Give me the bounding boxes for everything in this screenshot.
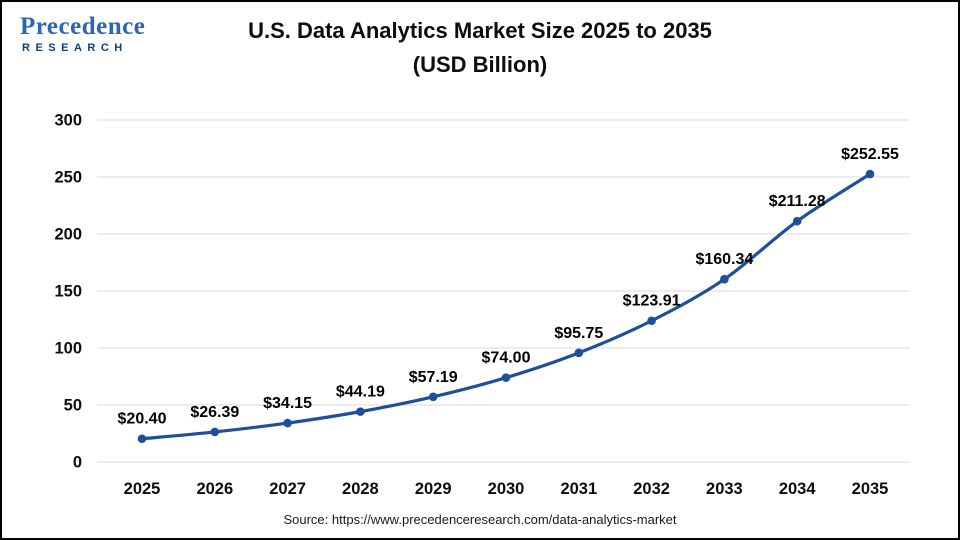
- svg-text:2026: 2026: [196, 480, 233, 498]
- svg-text:50: 50: [64, 397, 82, 415]
- svg-text:200: 200: [54, 226, 82, 244]
- chart-title-line1: U.S. Data Analytics Market Size 2025 to …: [248, 18, 712, 43]
- logo-wordmark-row: Precedence: [20, 14, 145, 39]
- svg-text:2028: 2028: [342, 480, 379, 498]
- svg-text:2027: 2027: [269, 480, 306, 498]
- source-text: Source: https://www.precedenceresearch.c…: [283, 512, 677, 527]
- svg-text:$95.75: $95.75: [554, 325, 603, 342]
- svg-text:150: 150: [54, 283, 82, 301]
- logo-wordmark: Precedence: [20, 13, 146, 40]
- header: Precedence RESEARCH U.S. Data Analytics …: [2, 2, 958, 92]
- svg-text:2031: 2031: [560, 480, 597, 498]
- svg-text:250: 250: [54, 169, 82, 187]
- svg-text:$160.34: $160.34: [695, 251, 753, 268]
- series-line: [141, 172, 871, 441]
- y-axis-labels: 0 50 100 150 200 250 300: [54, 112, 82, 472]
- svg-text:2029: 2029: [415, 480, 452, 498]
- svg-text:0: 0: [73, 454, 82, 472]
- svg-text:$57.19: $57.19: [409, 369, 458, 386]
- chart-title: U.S. Data Analytics Market Size 2025 to …: [2, 14, 958, 82]
- data-labels: $20.40 $26.39 $34.15 $44.19 $57.19 $74.00 $95.…: [118, 146, 899, 428]
- svg-text:$26.39: $26.39: [190, 404, 239, 421]
- svg-text:$123.91: $123.91: [623, 293, 681, 310]
- logo-subtitle: RESEARCH: [22, 42, 128, 54]
- svg-text:2034: 2034: [779, 480, 817, 498]
- svg-text:2032: 2032: [633, 480, 670, 498]
- svg-text:300: 300: [54, 112, 82, 130]
- svg-text:2033: 2033: [706, 480, 743, 498]
- svg-text:$252.55: $252.55: [841, 146, 899, 163]
- svg-text:$44.19: $44.19: [336, 384, 385, 401]
- svg-text:2030: 2030: [488, 480, 525, 498]
- svg-text:$211.28: $211.28: [769, 193, 826, 210]
- svg-text:$20.40: $20.40: [118, 411, 167, 428]
- svg-text:2025: 2025: [124, 480, 161, 498]
- svg-text:$74.00: $74.00: [482, 350, 531, 367]
- gridlines: [97, 119, 910, 463]
- svg-text:2035: 2035: [852, 480, 889, 498]
- svg-text:$34.15: $34.15: [263, 395, 312, 412]
- precedence-research-logo: Precedence RESEARCH: [20, 14, 145, 54]
- series-markers: [137, 169, 875, 444]
- x-axis-labels: 2025 2026 2027 2028 2029 2030 2031 2032 2033 2034…: [124, 480, 889, 498]
- svg-text:100: 100: [54, 340, 82, 358]
- chart-title-line2: (USD Billion): [412, 52, 548, 78]
